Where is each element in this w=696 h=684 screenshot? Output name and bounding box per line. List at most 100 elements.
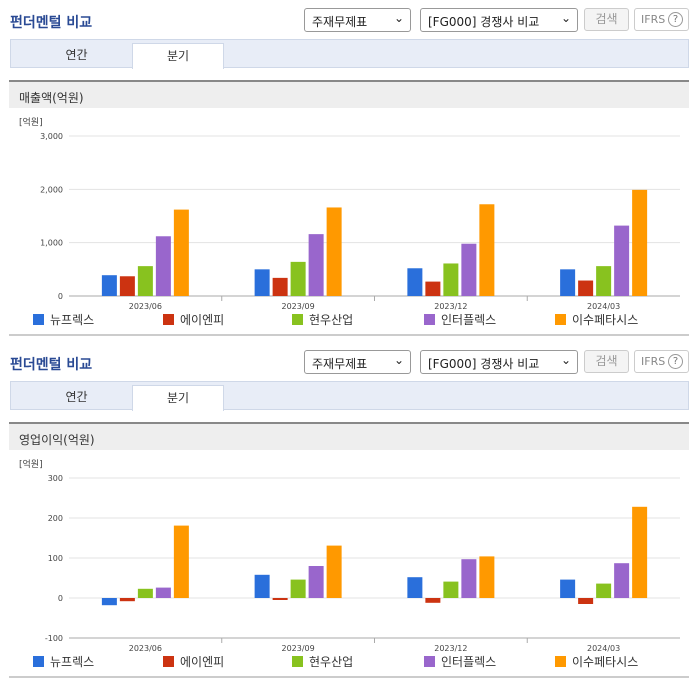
peer-group-value: [FG000] 경쟁사 비교 [428,357,540,371]
legend-swatch [424,314,435,325]
y-tick-label: 0 [58,292,63,301]
section-title: 펀더멘털 비교 [10,357,93,373]
question-icon: ? [668,12,683,27]
tab-quarterly[interactable]: 분기 [132,385,224,411]
x-tick-label: 2023/06 [129,644,162,653]
bar [308,234,324,296]
peer-group-value: [FG000] 경쟁사 비교 [428,15,540,29]
x-tick-label: 2023/12 [434,644,467,653]
legend-swatch [424,656,435,667]
chart-title: 매출액(억원) [9,80,689,108]
ifrs-help-button[interactable]: IFRS ? [634,350,689,373]
bar [560,579,576,598]
bar [596,266,612,296]
bar [443,581,459,598]
bar [326,207,342,296]
x-tick-label: 2023/06 [129,302,162,311]
x-tick-label: 2023/09 [282,644,315,653]
bar [272,598,288,600]
bar [254,574,270,598]
chevron-down-icon: ⌄ [393,353,404,367]
peer-group-select[interactable]: [FG000] 경쟁사 비교 ⌄ [420,350,578,374]
chevron-down-icon: ⌄ [393,11,404,25]
tab-annual[interactable]: 연간 [65,390,88,404]
legend-label: 인터플렉스 [441,655,496,669]
bar [461,243,477,296]
y-tick-label: 300 [48,474,63,483]
question-icon: ? [668,354,683,369]
sales-bar-chart: [억원] 0 1,000 2,000 3,000 2023/06 2023/09 2023/1… [19,116,680,327]
bar [173,525,189,598]
search-button[interactable]: 검색 [584,8,629,31]
legend-swatch [163,656,174,667]
peer-group-select[interactable]: [FG000] 경쟁사 비교 ⌄ [420,8,578,32]
tab-annual[interactable]: 연간 [65,48,88,62]
legend-label: 이수페타시스 [572,655,638,669]
operating-profit-bar-chart: [억원] -100 0 100 200 300 2023/06 2023/09 2023/12 2… [19,458,680,669]
legend-swatch [163,314,174,325]
legend-swatch [292,656,303,667]
legend-label: 뉴프렉스 [50,655,94,669]
y-unit-label: [억원] [19,458,43,470]
legend-swatch [555,656,566,667]
legend-swatch [33,314,44,325]
legend-label: 에이엔피 [180,655,224,669]
x-tick-label: 2023/09 [282,302,315,311]
period-tabs: 연간 분기 [10,381,689,411]
bar [632,506,648,598]
statement-type-select[interactable]: 주재무제표 ⌄ [304,350,411,374]
tab-quarterly[interactable]: 분기 [132,43,224,69]
bar [461,559,477,598]
ifrs-label: IFRS [641,13,666,26]
section-title: 펀더멘털 비교 [10,15,93,31]
legend-swatch [33,656,44,667]
bar [173,209,189,296]
bar [407,268,423,296]
bar [137,588,153,598]
chart-area: [억원] 0 1,000 2,000 3,000 2023/06 2023/09 2023/1… [9,108,689,336]
legend-label: 에이엔피 [180,313,224,327]
bar [290,261,306,296]
y-tick-label: 1,000 [40,239,63,248]
y-tick-label: 2,000 [40,185,63,194]
bar [101,275,117,296]
bar [479,204,495,296]
chevron-down-icon: ⌄ [560,11,571,25]
y-unit-label: [억원] [19,116,43,128]
statement-type-value: 주재무제표 [312,15,368,29]
bar [578,598,594,604]
legend-label: 인터플렉스 [441,313,496,327]
statement-type-select[interactable]: 주재무제표 ⌄ [304,8,411,32]
bar [290,579,306,598]
bar [272,277,288,296]
ifrs-help-button[interactable]: IFRS ? [634,8,689,31]
y-tick-label: 100 [48,554,63,563]
chart-title: 영업이익(억원) [9,422,689,450]
period-tabs: 연간 분기 [10,39,689,69]
bar [560,269,576,296]
bar [137,266,153,296]
x-tick-label: 2024/03 [587,302,620,311]
legend-swatch [292,314,303,325]
bar [326,545,342,598]
x-tick-label: 2023/12 [434,302,467,311]
bar [443,263,459,296]
bar [119,276,135,296]
y-tick-label: 200 [48,514,63,523]
legend-swatch [555,314,566,325]
bar [425,598,441,603]
bar [632,189,648,296]
x-tick-label: 2024/03 [587,644,620,653]
ifrs-label: IFRS [641,355,666,368]
legend-label: 이수페타시스 [572,313,638,327]
bar [407,577,423,598]
search-button[interactable]: 검색 [584,350,629,373]
y-tick-label: 0 [58,594,63,603]
bar [596,583,612,598]
bar [479,556,495,598]
bar [308,566,324,598]
bar [614,225,630,296]
y-tick-label: -100 [45,634,63,643]
y-tick-label: 3,000 [40,132,63,141]
bar [101,598,117,606]
